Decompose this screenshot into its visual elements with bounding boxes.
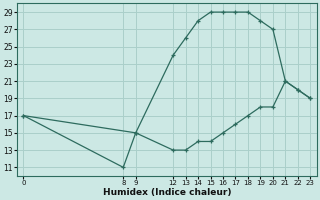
X-axis label: Humidex (Indice chaleur): Humidex (Indice chaleur) xyxy=(103,188,231,197)
